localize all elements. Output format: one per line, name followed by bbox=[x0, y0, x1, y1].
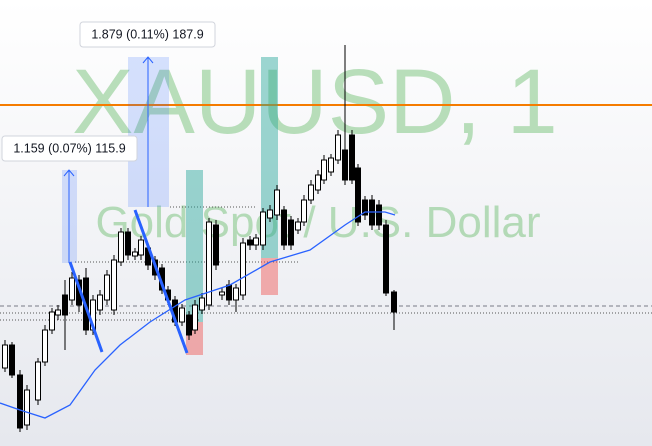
candle-body bbox=[9, 344, 15, 376]
candle-body bbox=[24, 389, 30, 426]
candle-body bbox=[42, 329, 48, 363]
candle-body bbox=[274, 189, 280, 216]
candle-body bbox=[69, 277, 75, 301]
candle-body bbox=[295, 221, 301, 231]
candle-body bbox=[17, 374, 23, 429]
candle-body bbox=[226, 284, 232, 301]
candle-body bbox=[253, 237, 259, 246]
watermark-description: Gold Spot / U.S. Dollar bbox=[95, 198, 540, 247]
candle-body bbox=[125, 231, 131, 256]
candle-body bbox=[186, 314, 192, 336]
candle-body bbox=[301, 199, 307, 223]
measure-label-box bbox=[1, 135, 138, 162]
candle-body bbox=[192, 304, 198, 331]
moving-average bbox=[0, 211, 396, 419]
candle-body bbox=[62, 294, 68, 316]
candle-body bbox=[206, 221, 212, 306]
candle-body bbox=[315, 174, 321, 191]
candle-body bbox=[2, 344, 8, 369]
candle-body bbox=[267, 209, 273, 219]
trend-line bbox=[133, 209, 189, 354]
profit-zone bbox=[186, 170, 203, 322]
candle-body bbox=[49, 311, 55, 331]
candle-body bbox=[281, 209, 287, 246]
candle-body bbox=[328, 157, 334, 173]
measure-label-box bbox=[79, 21, 216, 48]
candle-body bbox=[111, 259, 117, 311]
candle-body bbox=[179, 307, 185, 323]
candle-body bbox=[355, 167, 361, 223]
candle-body bbox=[376, 204, 382, 226]
candle-body bbox=[132, 251, 138, 257]
candle-body bbox=[199, 297, 205, 311]
candle-body bbox=[118, 231, 124, 263]
candle-body bbox=[104, 274, 110, 301]
measure-label: 1.879 (0.11%) 187.9 bbox=[91, 27, 203, 41]
candle-body bbox=[342, 149, 348, 181]
candle-body bbox=[335, 134, 341, 161]
candle-body bbox=[138, 239, 144, 256]
candle-body bbox=[391, 291, 397, 313]
candle-body bbox=[219, 291, 225, 296]
loss-zone bbox=[261, 258, 278, 295]
candle-body bbox=[233, 287, 239, 301]
candle-body bbox=[55, 309, 61, 316]
candle-body bbox=[321, 159, 327, 181]
candle-body bbox=[213, 224, 219, 266]
candle-body bbox=[240, 242, 246, 296]
measure-label: 1.159 (0.07%) 115.9 bbox=[13, 141, 125, 155]
candle-body bbox=[288, 219, 294, 246]
measure-arrow-head bbox=[63, 169, 75, 177]
watermark-symbol: XAUUSD, 1 bbox=[72, 51, 558, 153]
profit-zone bbox=[261, 57, 278, 258]
candle-body bbox=[247, 239, 253, 246]
candle-body bbox=[35, 361, 41, 401]
candle-body bbox=[97, 294, 103, 311]
candle-body bbox=[383, 224, 389, 294]
trend-line bbox=[68, 261, 104, 353]
measure-arrow-head bbox=[142, 56, 154, 64]
candles bbox=[2, 45, 397, 432]
candle-body bbox=[349, 134, 355, 181]
candle-body bbox=[308, 184, 314, 201]
candle-body bbox=[362, 199, 368, 216]
candle-body bbox=[260, 211, 266, 246]
